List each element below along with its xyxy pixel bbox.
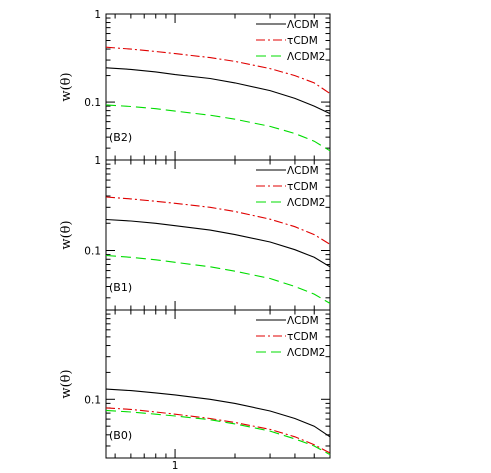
series-line-ΛCDM	[105, 218, 331, 268]
y-tick-label: 0.1	[84, 97, 101, 109]
y-tick-label: 1	[94, 155, 101, 167]
y-tick-label: 0.1	[84, 394, 101, 406]
series-line-ΛCDM2	[105, 104, 331, 152]
y-tick-label: 0.1	[84, 245, 101, 257]
legend-label: ΛCDM	[287, 19, 319, 31]
legend-label: τCDM	[287, 331, 318, 343]
series-line-ΛCDM2	[105, 409, 331, 456]
y-axis-label: w(θ)	[59, 220, 74, 249]
panel-id-label: (B1)	[109, 281, 132, 294]
x-tick-label: 1	[172, 460, 179, 472]
series-line-τCDM	[105, 46, 331, 94]
panel-id-label: (B2)	[109, 131, 132, 144]
series-line-ΛCDM	[105, 388, 331, 438]
legend-label: ΛCDM2	[287, 347, 325, 359]
panel-id-label: (B0)	[109, 429, 132, 442]
y-axis-label: w(θ)	[59, 369, 74, 398]
legend-label: ΛCDM2	[287, 197, 325, 209]
y-tick-label: 1	[94, 9, 101, 21]
panel-frame	[105, 309, 331, 459]
legend-label: τCDM	[287, 181, 318, 193]
series-line-τCDM	[105, 196, 331, 245]
series-line-τCDM	[105, 407, 331, 454]
legend-label: ΛCDM	[287, 315, 319, 327]
legend-label: τCDM	[287, 35, 318, 47]
y-axis-label: w(θ)	[59, 72, 74, 101]
legend-label: ΛCDM	[287, 165, 319, 177]
legend-label: ΛCDM2	[287, 51, 325, 63]
series-line-ΛCDM	[105, 67, 331, 115]
series-line-ΛCDM2	[105, 254, 331, 304]
